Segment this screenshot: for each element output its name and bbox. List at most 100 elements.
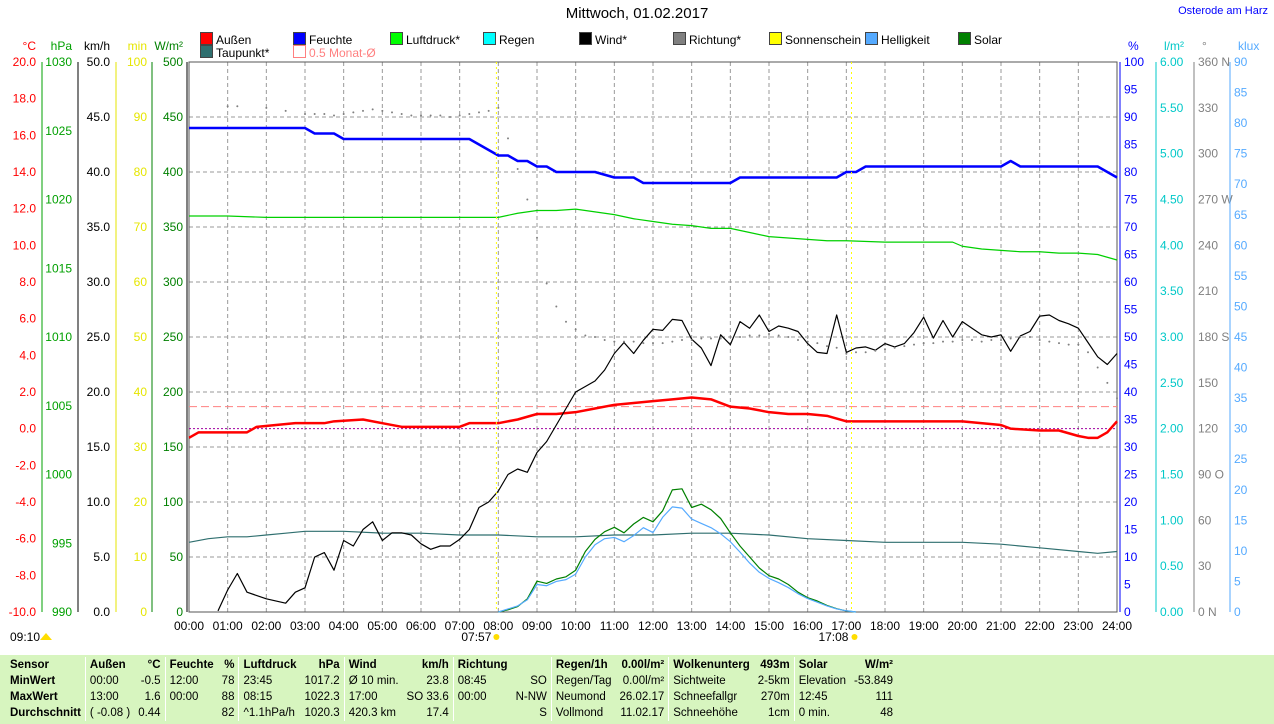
series-line (217, 314, 1118, 612)
stats-cell: SO 33.6 (406, 691, 449, 703)
direction-point (429, 114, 432, 117)
direction-point (845, 352, 848, 355)
stats-cell: 2-5km (757, 675, 790, 687)
direction-point (603, 339, 606, 342)
series-line (189, 126, 1118, 185)
direction-point (381, 109, 384, 112)
x-tick-label: 06:00 (406, 619, 436, 633)
tick-label-pressure: 1015 (45, 261, 72, 275)
direction-point (536, 236, 538, 239)
direction-point (874, 349, 877, 352)
direction-point (884, 348, 886, 351)
stats-cell (164, 705, 218, 721)
direction-point (1067, 343, 1070, 346)
stats-cell: ^1.1hPa/h (238, 705, 301, 721)
tick-label-humidity: 35 (1124, 413, 1138, 427)
direction-point (497, 106, 500, 109)
tick-label-lux: 80 (1234, 116, 1248, 130)
stats-cell: 420.3 km (343, 705, 403, 721)
direction-point (1038, 339, 1041, 342)
tick-label-sunmin: 40 (134, 385, 148, 399)
legend-swatch (483, 32, 496, 45)
tick-label-rain: 3.00 (1160, 330, 1184, 344)
direction-point (584, 334, 587, 337)
x-tick-label: 13:00 (677, 619, 707, 633)
stats-cell: 48 (880, 707, 894, 719)
tick-label-direction: 360 N (1198, 55, 1230, 69)
sun-icon (851, 634, 858, 640)
legend-label: Richtung* (689, 33, 742, 47)
stats-cell: 23:45 (238, 673, 301, 689)
tick-label-temp: 18.0 (13, 92, 37, 106)
direction-point (806, 340, 809, 343)
tick-label-pressure: 1005 (45, 399, 72, 413)
sunrise-label: 07:57 (461, 630, 491, 644)
axis-unit-lux: klux (1238, 39, 1259, 53)
tick-label-pressure: 1000 (45, 468, 72, 482)
stats-header-unit: °C (147, 659, 161, 671)
x-tick-label: 07:00 (445, 619, 475, 633)
tick-label-humidity: 100 (1124, 55, 1144, 69)
legend-swatch (293, 32, 306, 45)
direction-point (468, 112, 471, 115)
series-line (498, 506, 857, 613)
sun-icon (493, 634, 500, 640)
tick-label-humidity: 10 (1124, 550, 1138, 564)
direction-point (487, 109, 490, 112)
tick-label-sunmin: 90 (134, 110, 148, 124)
tick-label-temp: 10.0 (13, 238, 37, 252)
tick-label-temp: 16.0 (13, 128, 37, 142)
direction-point (816, 342, 819, 345)
stats-header: Sensor (10, 659, 49, 671)
direction-point (478, 111, 480, 114)
stats-header: Richtung (452, 657, 512, 673)
tick-label-temp: 4.0 (19, 348, 36, 362)
direction-point (410, 114, 413, 117)
direction-point (265, 106, 268, 109)
x-tick-label: 09:00 (522, 619, 552, 633)
stats-cell: 1020.3 (304, 707, 340, 719)
tick-label-wind: 0.0 (93, 605, 110, 619)
tick-label-pressure: 1030 (45, 55, 72, 69)
tick-label-humidity: 25 (1124, 468, 1138, 482)
tick-label-temp: 0.0 (19, 422, 36, 436)
direction-point (1029, 336, 1031, 338)
tick-label-wind: 15.0 (87, 440, 111, 454)
tick-label-lux: 0 (1234, 605, 1241, 619)
stats-cell: S (539, 707, 547, 719)
stats-cell: Regen/1h (550, 657, 616, 673)
direction-point (449, 116, 451, 118)
stats-cell: Schneehöhe (668, 705, 754, 721)
tick-label-rain: 5.50 (1160, 101, 1184, 115)
stats-cell: 08:45 (452, 673, 512, 689)
legend-swatch (579, 32, 592, 45)
tick-label-lux: 45 (1234, 330, 1248, 344)
tick-label-direction: 240 (1198, 238, 1218, 252)
tick-label-rain: 1.50 (1160, 468, 1184, 482)
tick-label-lux: 35 (1234, 391, 1248, 405)
location-label: Osterode am Harz (1178, 5, 1268, 17)
tick-label-humidity: 30 (1124, 440, 1138, 454)
stats-cell: Neumond (550, 689, 616, 705)
stats-cell: 13:00 (84, 689, 135, 705)
direction-point (961, 339, 964, 342)
tick-label-lux: 20 (1234, 483, 1248, 497)
tick-label-temp: 12.0 (13, 202, 37, 216)
direction-point (632, 340, 635, 343)
legend-label: 0.5 Monat-Ø (309, 46, 376, 60)
tick-label-pressure: 1025 (45, 124, 72, 138)
tick-label-lux: 60 (1234, 238, 1248, 252)
tick-label-pressure: 1010 (45, 330, 72, 344)
stats-header: Luftdruck (238, 657, 301, 673)
x-tick-label: 04:00 (329, 619, 359, 633)
tick-label-pressure: 1020 (45, 193, 72, 207)
legend-item: Wind* (579, 32, 627, 47)
tick-label-sunmin: 70 (134, 220, 148, 234)
tick-label-humidity: 45 (1124, 358, 1138, 372)
direction-point (342, 112, 345, 115)
direction-point (681, 339, 683, 342)
tick-label-humidity: 40 (1124, 385, 1138, 399)
tick-label-rain: 5.00 (1160, 147, 1184, 161)
tick-label-wind: 25.0 (87, 330, 111, 344)
direction-point (352, 111, 355, 114)
